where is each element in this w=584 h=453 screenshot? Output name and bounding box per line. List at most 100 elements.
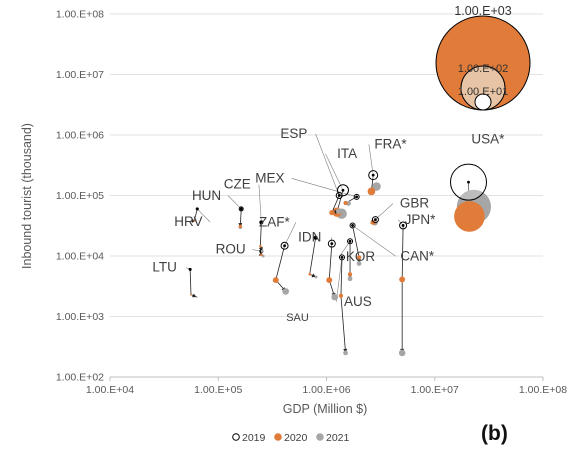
- label-ita: ITA: [337, 146, 357, 161]
- point-2020-cze: [259, 244, 262, 248]
- point-2021-idn: [331, 293, 339, 301]
- point-centre-sau: [314, 236, 317, 240]
- y-tick-label-5: 1.00.E+07: [56, 69, 104, 81]
- legend-marker-2020: [274, 433, 282, 441]
- point-2020-usa: [454, 201, 485, 232]
- x-tick-label-3: 1.00.E+07: [411, 384, 459, 396]
- label-can: CAN*: [400, 248, 435, 263]
- leader-kor: [338, 241, 351, 258]
- y-axis-title: Inbound tourist (thousand): [20, 123, 34, 269]
- point-centre-usa: [467, 180, 470, 184]
- point-2021-hrv: [194, 219, 197, 222]
- point-2021-aus: [343, 350, 348, 356]
- trajectory-jpn: [401, 225, 404, 353]
- point-2020-hrv: [193, 220, 196, 222]
- leader-can: [352, 225, 396, 257]
- point-centre-cze: [259, 220, 263, 224]
- x-axis: 1.00.E+04 1.00.E+05 1.00.E+06 1.00.E+07 1.00…: [86, 376, 567, 396]
- label-hun: HUN: [192, 188, 221, 203]
- size-key-circle-2: [474, 93, 492, 111]
- leader-zaf: [284, 222, 297, 246]
- size-key-label-1: 1.00.E+02: [458, 63, 508, 75]
- label-sau: SAU: [286, 312, 309, 324]
- point-centre-kor: [348, 239, 352, 243]
- legend-marker-2019: [232, 433, 240, 441]
- panel-label: (b): [481, 422, 508, 445]
- legend-label-2019: 2019: [242, 432, 266, 444]
- point-2021-jpn: [398, 349, 406, 357]
- x-tick-label-0: 1.00.E+04: [86, 384, 134, 396]
- point-2020-esp: [329, 210, 335, 216]
- point-centre-fra: [371, 173, 375, 177]
- label-mex: MEX: [255, 170, 284, 185]
- point-2020-kor: [347, 272, 353, 277]
- label-esp: ESP: [280, 126, 307, 141]
- y-tick-label-0: 1.00.E+02: [56, 372, 104, 384]
- point-centre-idn: [330, 242, 334, 246]
- point-centre-hun: [239, 207, 243, 211]
- label-jpn: JPN*: [405, 212, 437, 227]
- y-tick-label-3: 1.00.E+05: [56, 190, 104, 202]
- gridlines: [110, 13, 543, 378]
- point-centre-can: [351, 224, 354, 227]
- point-2020-ltu: [190, 293, 192, 296]
- point-centre-zaf: [283, 244, 286, 248]
- x-tick-label-1: 1.00.E+05: [194, 384, 242, 396]
- point-2020-aus: [338, 293, 344, 298]
- point-centre-mex: [355, 195, 359, 199]
- label-kor: KOR: [346, 249, 376, 264]
- point-2020-fra: [367, 187, 376, 196]
- point-centre-esp: [337, 194, 341, 197]
- label-ltu: LTU: [152, 260, 177, 275]
- point-centre-jpn: [401, 224, 405, 227]
- trajectory-ltu: [189, 269, 197, 298]
- label-zaf: ZAF*: [259, 214, 290, 229]
- leader-cze: [258, 184, 262, 223]
- y-tick-label-6: 1.00.E+08: [56, 9, 104, 21]
- point-centre-hrv: [195, 207, 199, 211]
- label-gbr: GBR: [400, 196, 430, 211]
- y-tick-label-1: 1.00.E+03: [56, 311, 104, 323]
- label-usa: USA*: [471, 132, 505, 147]
- point-2021-cze: [260, 249, 264, 253]
- legend: 2019 2020 2021: [232, 432, 350, 444]
- point-2021-sau: [314, 275, 318, 279]
- size-key-label-0: 1.00.E+03: [454, 4, 511, 18]
- label-leaders: [186, 133, 404, 302]
- trajectory-idn: [328, 243, 336, 298]
- label-hrv: HRV: [174, 214, 202, 229]
- arrowhead-ltu: [192, 293, 197, 298]
- trajectory-zaf: [275, 245, 287, 292]
- point-2020-jpn: [399, 276, 406, 283]
- point-2021-esp: [335, 208, 342, 215]
- leader-hrv: [197, 208, 211, 223]
- point-2020-idn: [326, 277, 333, 284]
- point-2020-hun: [238, 224, 243, 228]
- legend-label-2020: 2020: [284, 432, 308, 444]
- leader-gbr: [375, 203, 394, 220]
- legend-label-2021: 2021: [326, 432, 350, 444]
- point-2020-gbr: [370, 219, 376, 225]
- label-fra: FRA*: [374, 136, 407, 151]
- x-axis-title: GDP (Million $): [283, 402, 368, 416]
- label-cze: CZE: [224, 177, 251, 192]
- label-rou: ROU: [216, 241, 246, 256]
- point-2021-ltu: [195, 296, 198, 298]
- y-axis: 1.00.E+02 1.00.E+03 1.00.E+04 1.00.E+05 1.00…: [56, 9, 104, 384]
- country-markers: [188, 163, 492, 357]
- bubble-size-key: 1.00.E+03 1.00.E+02 1.00.E+01: [435, 4, 531, 111]
- x-tick-label-4: 1.00.E+08: [519, 384, 567, 396]
- point-2020-rou: [260, 253, 263, 256]
- point-centre-aus: [340, 255, 344, 259]
- point-2020-can: [356, 255, 362, 260]
- label-aus: AUS: [344, 294, 372, 309]
- point-2021-fra: [372, 182, 381, 191]
- leader-hun: [227, 195, 242, 210]
- leader-esp: [315, 133, 340, 196]
- leader-aus: [335, 257, 343, 302]
- leader-fra: [368, 144, 374, 176]
- point-2021-can: [356, 261, 362, 266]
- y-tick-label-4: 1.00.E+06: [56, 130, 104, 142]
